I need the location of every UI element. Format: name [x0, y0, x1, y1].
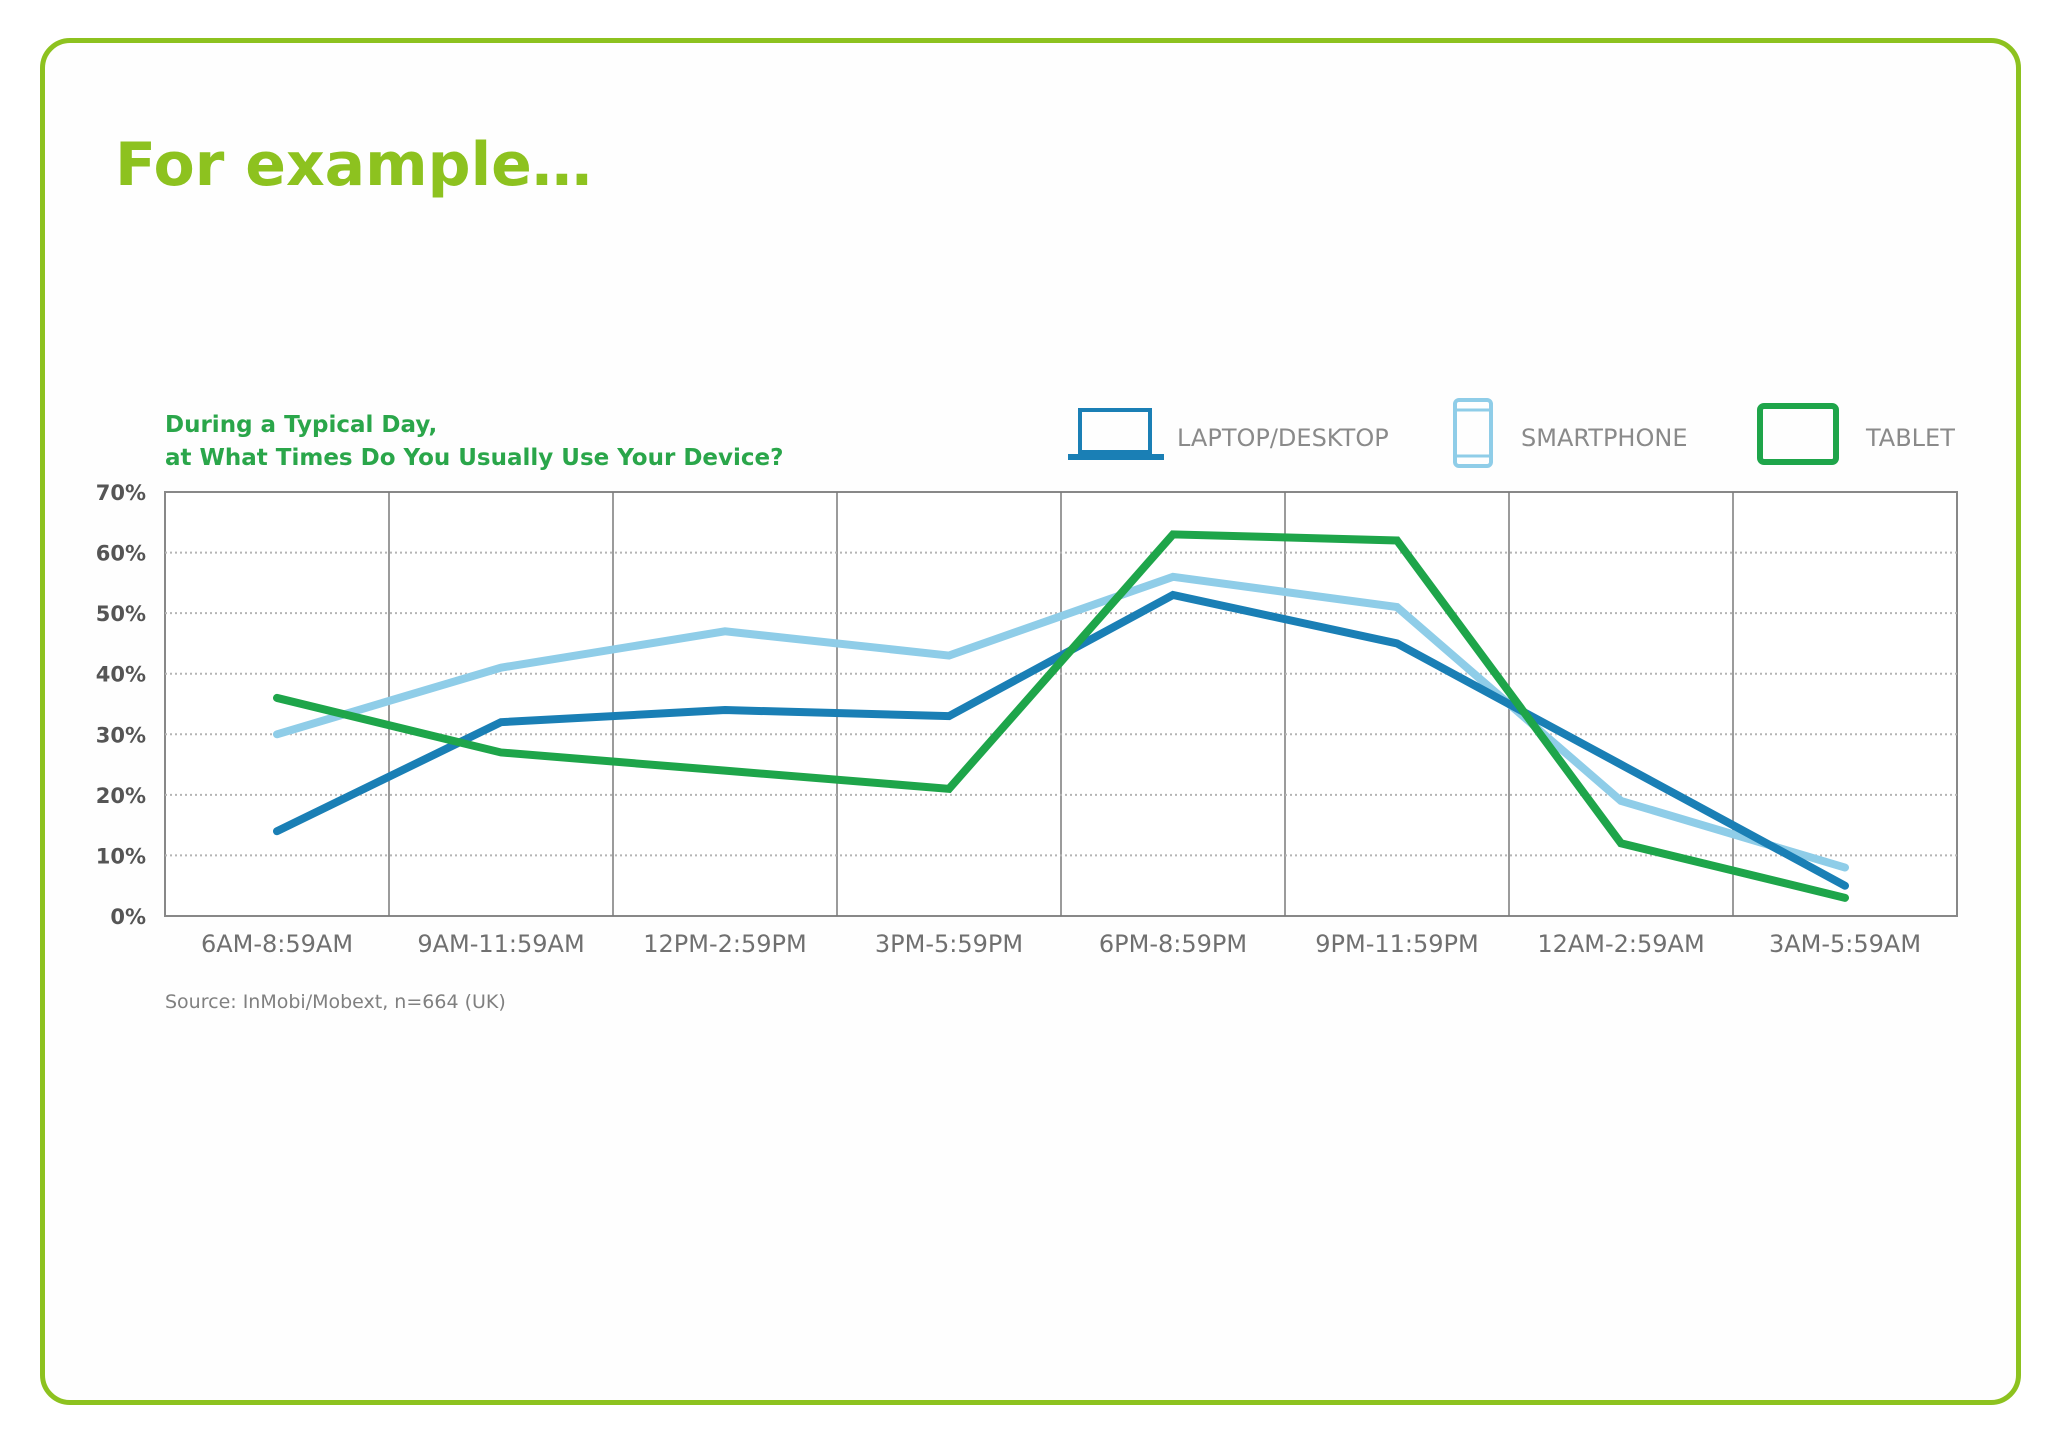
- y-tick-label: 20%: [96, 784, 146, 808]
- slide-heading: For example…: [115, 130, 592, 200]
- y-tick-label: 50%: [96, 602, 146, 626]
- legend: LAPTOP/DESKTOP SMARTPHONE TABLET: [1068, 398, 1955, 468]
- legend-item: LAPTOP/DESKTOP: [1068, 408, 1389, 460]
- x-tick-label: 3AM-5:59AM: [1769, 930, 1921, 958]
- data-point: [500, 721, 502, 723]
- legend-label: SMARTPHONE: [1521, 424, 1687, 452]
- data-point: [1620, 800, 1622, 802]
- x-tick-label: 9PM-11:59PM: [1315, 930, 1478, 958]
- y-tick-label: 70%: [96, 481, 146, 505]
- data-point: [500, 751, 502, 753]
- data-point: [948, 655, 950, 657]
- data-point: [1620, 842, 1622, 844]
- legend-item: TABLET: [1757, 403, 1955, 465]
- x-tick-label: 12PM-2:59PM: [643, 930, 806, 958]
- chart-subtitle: at What Times Do You Usually Use Your De…: [165, 445, 783, 471]
- data-point: [500, 667, 502, 669]
- legend-item: SMARTPHONE: [1453, 398, 1687, 468]
- data-point: [1844, 867, 1846, 869]
- y-tick-label: 60%: [96, 542, 146, 566]
- x-tick-label: 12AM-2:59AM: [1537, 930, 1704, 958]
- data-point: [724, 630, 726, 632]
- x-axis-ticks: 6AM-8:59AM 9AM-11:59AM 12PM-2:59PM 3PM-5:59…: [201, 930, 1921, 958]
- data-point: [1396, 539, 1398, 541]
- legend-label: LAPTOP/DESKTOP: [1177, 424, 1389, 452]
- x-tick-label: 3PM-5:59PM: [875, 930, 1023, 958]
- y-tick-label: 40%: [96, 663, 146, 687]
- y-tick-label: 0%: [110, 905, 146, 929]
- data-point: [948, 715, 950, 717]
- data-point: [276, 733, 278, 735]
- data-point: [1396, 642, 1398, 644]
- data-point: [724, 709, 726, 711]
- source-note: Source: InMobi/Mobext, n=664 (UK): [165, 991, 506, 1013]
- data-point: [1844, 897, 1846, 899]
- chart-title: During a Typical Day,: [165, 412, 437, 438]
- y-tick-label: 30%: [96, 723, 146, 747]
- data-point: [948, 788, 950, 790]
- data-point: [1844, 885, 1846, 887]
- y-tick-label: 10%: [96, 844, 146, 868]
- smartphone-icon: [1453, 398, 1493, 468]
- series-line-laptop: [273, 590, 1849, 890]
- x-tick-label: 9AM-11:59AM: [417, 930, 584, 958]
- tablet-icon: [1757, 403, 1839, 465]
- data-point: [1172, 576, 1174, 578]
- data-point: [276, 830, 278, 832]
- x-tick-label: 6PM-8:59PM: [1099, 930, 1247, 958]
- plot-area: [164, 491, 1958, 917]
- x-tick-label: 6AM-8:59AM: [201, 930, 353, 958]
- data-point: [1172, 533, 1174, 535]
- series-line-tablet: [273, 530, 1849, 902]
- legend-label: TABLET: [1865, 424, 1955, 452]
- series-line-smartphone: [273, 572, 1849, 872]
- data-point: [276, 697, 278, 699]
- data-point: [1172, 594, 1174, 596]
- laptop-icon: [1068, 408, 1164, 460]
- data-point: [724, 770, 726, 772]
- y-axis-ticks: 0% 10% 20% 30% 40% 50% 60% 70%: [96, 481, 146, 929]
- data-point: [1396, 606, 1398, 608]
- series-layer: [273, 530, 1849, 902]
- data-point: [1620, 764, 1622, 766]
